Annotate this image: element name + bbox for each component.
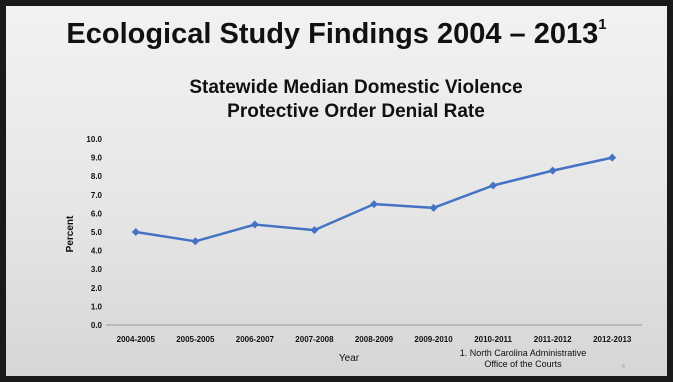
y-tick-label: 8.0: [91, 172, 103, 181]
x-tick-label: 2012-2013: [593, 335, 632, 344]
x-tick-label: 2007-2008: [295, 335, 334, 344]
footnote-line2: Office of the Courts: [484, 359, 562, 369]
y-tick-labels: 0.0 1.0 2.0 3.0 4.0 5.0 6.0 7.0 8.0 9.0 10.0: [86, 135, 102, 330]
x-tick-label: 2004-2005: [117, 335, 156, 344]
y-tick-label: 3.0: [91, 265, 103, 274]
data-point-marker: [548, 166, 557, 175]
x-tick-labels: 2004-2005 2005-2005 2006-2007 2007-2008 2008…: [117, 335, 632, 344]
data-point-marker: [608, 153, 617, 162]
data-point-marker: [131, 228, 140, 236]
title-footnote-marker: 1: [598, 16, 607, 33]
y-tick-label: 6.0: [91, 209, 103, 218]
y-axis-label: Percent: [65, 215, 76, 252]
data-point-marker: [489, 181, 498, 190]
x-tick-label: 2005-2005: [176, 335, 215, 344]
line-chart: 0.0 1.0 2.0 3.0 4.0 5.0 6.0 7.0 8.0 9.0 10.0 2004-…: [65, 135, 642, 364]
y-tick-label: 1.0: [91, 302, 103, 311]
x-tick-label: 2009-2010: [414, 335, 453, 344]
y-tick-label: 10.0: [86, 135, 102, 144]
data-point-marker: [370, 200, 378, 209]
x-tick-label: 2008-2009: [355, 335, 394, 344]
y-tick-label: 5.0: [91, 228, 103, 237]
data-point-marker: [191, 237, 200, 246]
slide-title-text: Ecological Study Findings 2004 – 2013: [66, 18, 599, 50]
y-tick-label: 7.0: [91, 191, 103, 200]
chart-title: Statewide Median Domestic Violence Prote…: [96, 76, 616, 124]
x-tick-label: 2011-2012: [534, 335, 572, 344]
data-point-marker: [250, 220, 259, 229]
data-point-marker: [429, 203, 438, 212]
x-tick-label: 2010-2011: [474, 335, 512, 344]
slide-title: Ecological Study Findings 2004 – 20131: [6, 16, 667, 51]
x-tick-label: 2006-2007: [236, 335, 275, 344]
data-point-marker: [310, 226, 319, 235]
footnote-line1: 1. North Carolina Administrative: [459, 348, 587, 358]
chart-title-line1: Statewide Median Domestic Violence: [189, 77, 523, 98]
x-axis-label: Year: [339, 353, 360, 364]
series-line: [135, 156, 613, 243]
slide: Ecological Study Findings 2004 – 20131 S…: [6, 6, 667, 376]
y-tick-label: 2.0: [91, 284, 103, 293]
data-series: [131, 153, 617, 246]
y-tick-label: 4.0: [91, 247, 103, 256]
y-tick-label: 0.0: [91, 321, 103, 330]
slide-number: 8: [622, 364, 625, 370]
chart-title-line2: Protective Order Denial Rate: [227, 101, 485, 122]
y-tick-label: 9.0: [91, 154, 103, 163]
source-footnote: 1. North Carolina Administrative Office …: [438, 348, 608, 370]
